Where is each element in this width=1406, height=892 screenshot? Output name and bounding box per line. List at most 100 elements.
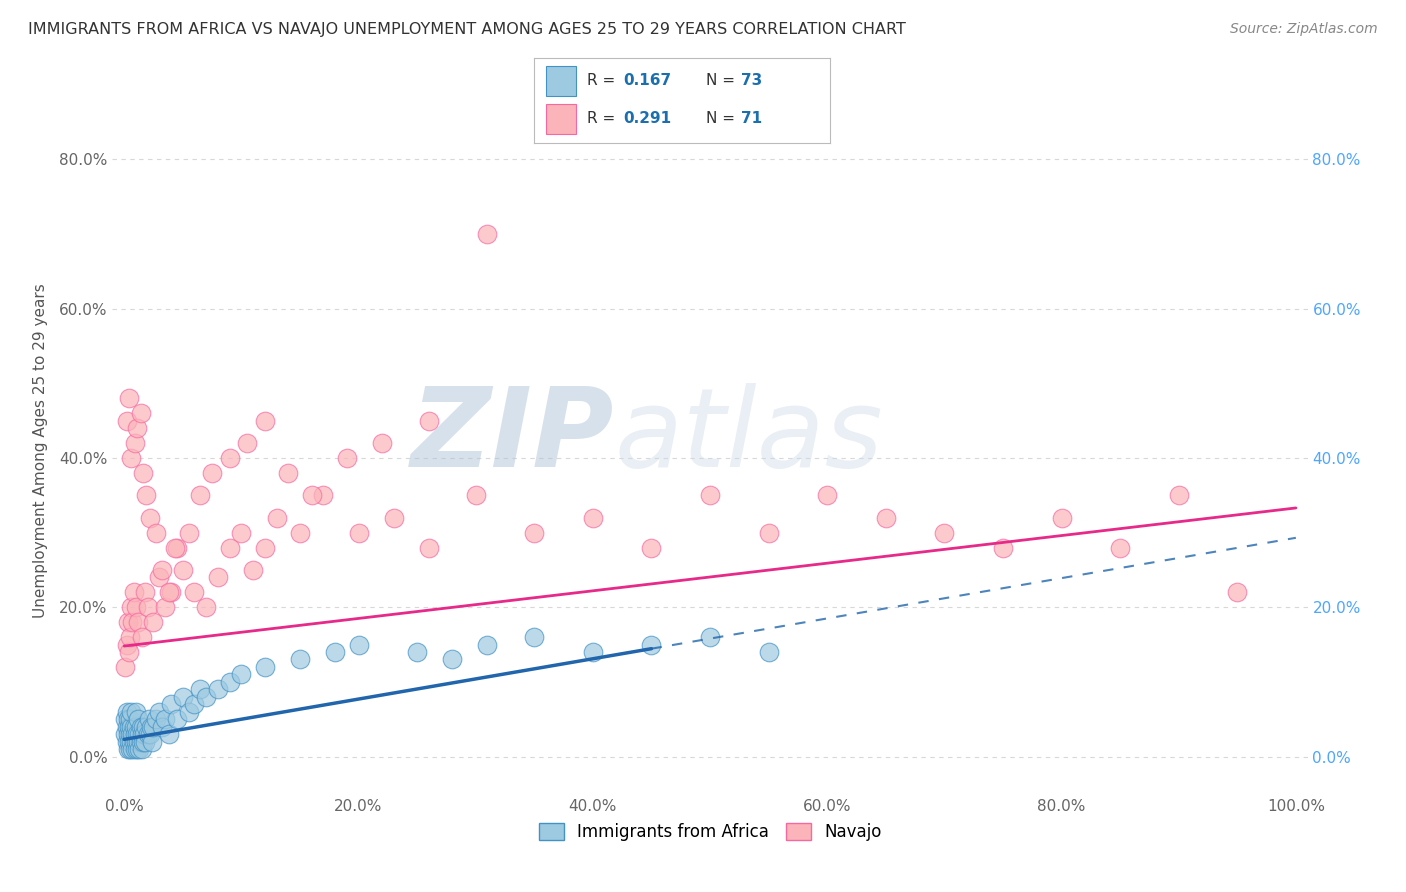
- Point: [115, 705, 138, 719]
- Point: [323, 645, 346, 659]
- Point: [122, 720, 145, 734]
- Point: [218, 541, 240, 555]
- Point: [125, 734, 148, 748]
- Point: [127, 615, 149, 630]
- Point: [155, 600, 177, 615]
- Point: [120, 712, 141, 726]
- Point: [218, 450, 240, 465]
- Point: [136, 600, 159, 615]
- Point: [141, 734, 163, 748]
- Point: [991, 541, 1014, 555]
- Point: [114, 712, 136, 726]
- Point: [160, 698, 183, 712]
- Point: [138, 712, 160, 726]
- Point: [336, 450, 359, 465]
- Point: [145, 712, 167, 726]
- Point: [758, 525, 780, 540]
- Point: [127, 712, 149, 726]
- Point: [301, 488, 323, 502]
- Text: N =: N =: [706, 112, 740, 127]
- Point: [134, 734, 156, 748]
- Point: [231, 525, 253, 540]
- Point: [1050, 510, 1073, 524]
- Text: R =: R =: [588, 112, 620, 127]
- Point: [139, 727, 162, 741]
- Point: [127, 742, 149, 756]
- Point: [135, 720, 157, 734]
- Point: [129, 406, 152, 420]
- Point: [523, 630, 546, 644]
- Point: [142, 615, 165, 630]
- Point: [124, 727, 146, 741]
- Point: [120, 600, 142, 615]
- Point: [121, 615, 143, 630]
- Point: [1109, 541, 1132, 555]
- Point: [253, 414, 276, 428]
- Point: [288, 525, 311, 540]
- Point: [155, 712, 177, 726]
- Point: [118, 734, 141, 748]
- Point: [120, 727, 141, 741]
- Point: [136, 727, 159, 741]
- Point: [120, 720, 142, 734]
- Point: [188, 682, 212, 697]
- Bar: [546, 66, 575, 96]
- Point: [288, 652, 311, 666]
- Point: [640, 541, 662, 555]
- Point: [150, 720, 173, 734]
- Point: [131, 742, 153, 756]
- Point: [441, 652, 464, 666]
- Point: [129, 734, 152, 748]
- Point: [177, 525, 200, 540]
- Point: [266, 510, 288, 524]
- Point: [160, 585, 183, 599]
- Point: [125, 720, 148, 734]
- Point: [172, 690, 194, 704]
- Point: [124, 742, 146, 756]
- Point: [347, 638, 370, 652]
- Point: [312, 488, 335, 502]
- Point: [934, 525, 956, 540]
- Point: [120, 742, 141, 756]
- Point: [145, 525, 167, 540]
- Point: [815, 488, 838, 502]
- Text: 73: 73: [741, 73, 762, 88]
- Point: [122, 585, 145, 599]
- Point: [117, 742, 139, 756]
- Point: [172, 563, 194, 577]
- Text: 0.167: 0.167: [623, 73, 671, 88]
- Point: [699, 630, 721, 644]
- Point: [163, 541, 186, 555]
- Point: [477, 638, 499, 652]
- Point: [117, 712, 139, 726]
- Point: [148, 570, 170, 584]
- Point: [148, 705, 170, 719]
- Point: [253, 541, 276, 555]
- Point: [114, 660, 136, 674]
- Point: [406, 645, 429, 659]
- Point: [183, 698, 205, 712]
- Point: [128, 742, 150, 756]
- Point: [127, 421, 149, 435]
- Point: [131, 727, 153, 741]
- Point: [120, 630, 141, 644]
- Text: atlas: atlas: [614, 384, 883, 491]
- Point: [231, 667, 253, 681]
- Point: [122, 734, 145, 748]
- Point: [118, 391, 141, 405]
- Point: [132, 734, 155, 748]
- Text: ZIP: ZIP: [411, 384, 614, 491]
- Point: [157, 585, 180, 599]
- Point: [1167, 488, 1189, 502]
- Point: [129, 720, 152, 734]
- Point: [118, 645, 141, 659]
- Point: [418, 414, 440, 428]
- Point: [115, 720, 138, 734]
- Point: [347, 525, 370, 540]
- Point: [127, 727, 149, 741]
- Text: 71: 71: [741, 112, 762, 127]
- Text: R =: R =: [588, 73, 620, 88]
- Point: [758, 645, 780, 659]
- Point: [195, 600, 218, 615]
- Point: [132, 727, 156, 741]
